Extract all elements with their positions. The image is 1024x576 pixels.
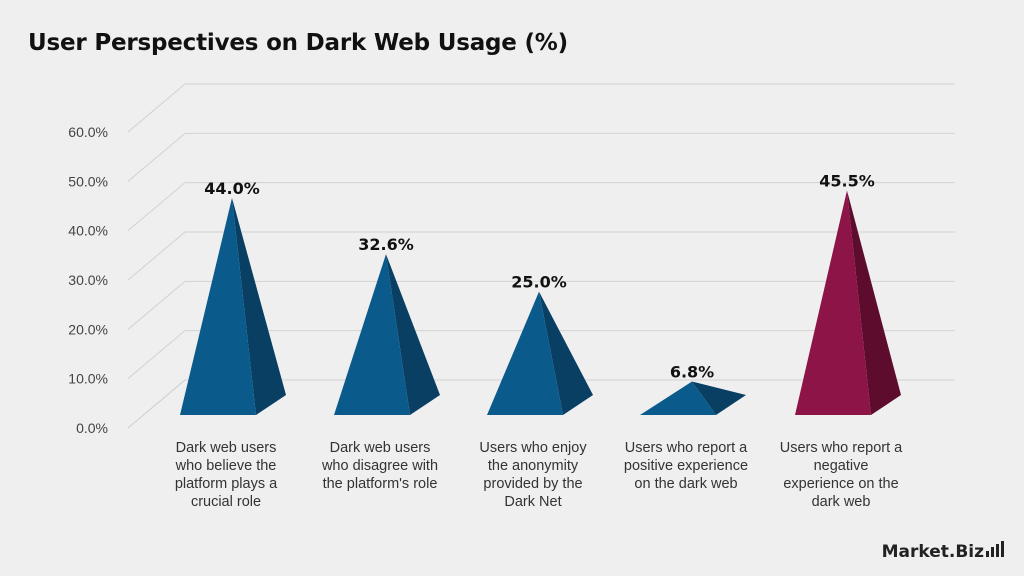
pyramid-side-face	[539, 291, 593, 415]
gridline-diagonal	[127, 132, 186, 182]
y-tick-label: 10.0%	[68, 371, 108, 387]
category-label-line: the anonymity	[488, 458, 579, 474]
brand-logo-text: Market.Biz	[881, 542, 984, 562]
gridline-diagonal	[127, 330, 186, 380]
pyramid-side-face	[232, 197, 286, 415]
y-tick-label: 60.0%	[68, 124, 108, 140]
category-label-line: who believe the	[175, 458, 277, 474]
gridline-diagonal	[127, 182, 186, 232]
y-tick-label: 0.0%	[76, 420, 108, 436]
floor-edge	[127, 379, 186, 429]
category-label-line: experience on the	[783, 476, 898, 492]
category-labels-layer: Dark web users who believe the platform pl…	[175, 440, 904, 510]
category-label-line: positive experience	[624, 458, 748, 474]
pyramid-bar	[640, 381, 716, 415]
gridline-diagonal	[127, 231, 186, 281]
category-label-line: on the dark web	[634, 476, 737, 492]
category-label-line: Users who report a	[780, 440, 903, 456]
pyramid-bar	[487, 291, 563, 415]
value-label: 45.5%	[819, 172, 875, 191]
category-label-line: platform plays a	[175, 476, 278, 492]
category-label-line: Dark web users	[330, 440, 431, 456]
category-label-line: dark web	[812, 494, 871, 510]
pyramid-bar	[795, 190, 871, 415]
bar-chart-icon	[986, 541, 1004, 562]
gridline-diagonal	[127, 83, 186, 133]
gridline-diagonal	[127, 280, 186, 330]
pyramid-side-face	[847, 190, 901, 415]
value-label: 25.0%	[511, 273, 567, 292]
y-tick-label: 30.0%	[68, 272, 108, 288]
pyramid-bar	[334, 254, 410, 415]
chart-title: User Perspectives on Dark Web Usage (%)	[28, 30, 568, 56]
pyramid-side-face	[386, 254, 440, 415]
bars-layer	[180, 190, 901, 415]
pyramid-bar	[180, 197, 256, 415]
value-labels-layer: 44.0% 32.6% 25.0% 6.8% 45.5%	[204, 172, 875, 382]
pyramid-side-face	[692, 381, 746, 415]
y-tick-label: 50.0%	[68, 173, 108, 189]
value-label: 32.6%	[358, 235, 414, 254]
category-label-line: Users who report a	[625, 440, 748, 456]
y-tick-label: 40.0%	[68, 223, 108, 239]
brand-logo: Market.Biz	[882, 541, 1004, 562]
category-label-line: crucial role	[191, 494, 261, 510]
category-label-line: the platform's role	[323, 476, 438, 492]
value-label: 6.8%	[670, 362, 714, 381]
category-label-line: who disagree with	[321, 458, 438, 474]
category-label-line: Dark web users	[176, 440, 277, 456]
category-label-line: negative	[814, 458, 869, 474]
category-label-line: Users who enjoy	[479, 440, 587, 456]
value-label: 44.0%	[204, 179, 260, 198]
y-axis-tick-labels: 0.0% 10.0% 20.0% 30.0% 40.0% 50.0% 60.0%	[68, 124, 108, 436]
category-label-line: Dark Net	[504, 494, 561, 510]
category-label-line: provided by the	[483, 476, 582, 492]
y-tick-label: 20.0%	[68, 321, 108, 337]
